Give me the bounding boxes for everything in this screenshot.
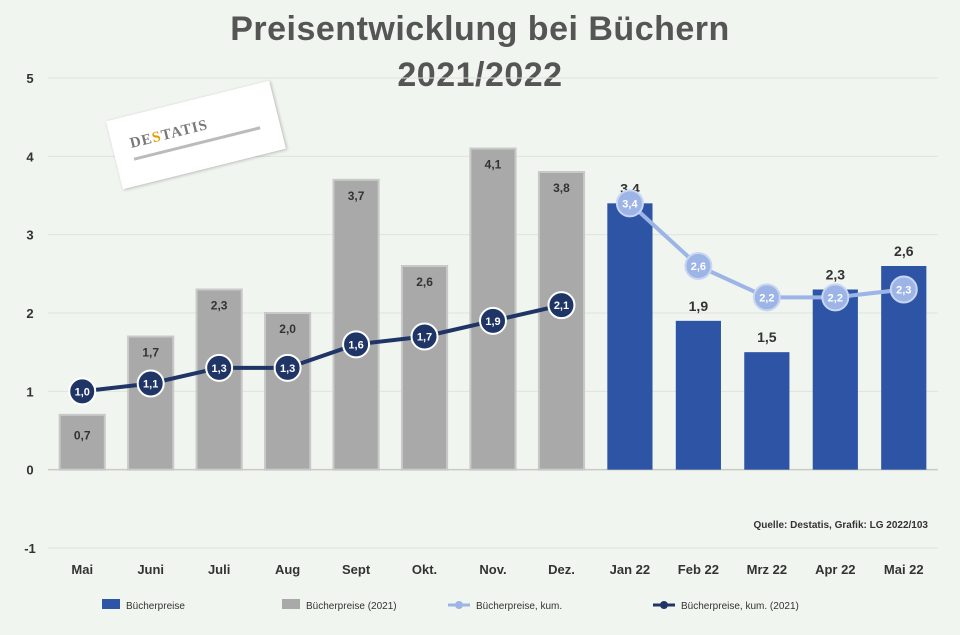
bar [332, 178, 380, 471]
y-tick-label: 1 [26, 384, 33, 399]
bar [744, 352, 790, 470]
x-tick-label: Mrz 22 [747, 562, 787, 577]
point-data-label: 1,9 [485, 316, 500, 328]
line-point [273, 353, 302, 382]
x-tick-label: Mai 22 [884, 562, 924, 577]
x-tick-label: Juni [137, 562, 164, 577]
point-data-label: 1,1 [143, 379, 158, 391]
x-tick-label: Nov. [479, 562, 506, 577]
line-point [684, 252, 713, 280]
y-tick-label: -1 [24, 541, 36, 556]
bar-data-label: 0,7 [74, 429, 91, 443]
y-tick-label: 2 [26, 306, 33, 321]
legend-marker [455, 601, 463, 609]
line-point [205, 353, 234, 382]
point-data-label: 2,3 [896, 285, 911, 297]
line-point [68, 377, 97, 406]
legend-label: Bücherpreise, kum. [476, 601, 562, 612]
line-point [410, 322, 439, 351]
line-point [752, 283, 781, 312]
line-point [547, 291, 576, 320]
y-tick-label: 3 [26, 228, 33, 243]
point-data-label: 2,2 [828, 292, 843, 304]
bar [400, 265, 449, 471]
bar-data-label: 2,0 [279, 322, 296, 336]
bar-data-label: 4,1 [485, 158, 502, 172]
y-tick-label: 5 [26, 71, 33, 86]
logo-wordmark: DESTATIS [128, 117, 210, 152]
bar [264, 312, 312, 471]
bar-data-label: 2,6 [894, 243, 914, 259]
point-data-label: 2,1 [554, 300, 569, 312]
bar [127, 335, 175, 471]
bar [58, 413, 106, 471]
legend-swatch [282, 599, 300, 609]
x-tick-label: Okt. [412, 562, 437, 577]
x-tick-label: Aug [275, 562, 300, 577]
line-point [821, 283, 850, 312]
legend-label: Bücherpreise (2021) [306, 601, 397, 612]
line-point [479, 306, 507, 335]
legend-swatch [102, 599, 120, 609]
bar-data-label: 2,3 [211, 299, 228, 313]
bar-data-label: 1,7 [142, 346, 159, 360]
bar-data-label: 3,7 [348, 189, 365, 203]
x-tick-label: Dez. [548, 562, 575, 577]
y-tick-label: 4 [26, 149, 34, 164]
point-data-label: 1,3 [280, 363, 295, 375]
point-data-label: 1,3 [212, 363, 227, 375]
bar [675, 320, 721, 470]
legend-marker [660, 601, 668, 609]
bar-data-label: 1,5 [757, 329, 777, 345]
bar-data-label: 3,8 [553, 181, 570, 195]
line-point [889, 275, 918, 304]
y-tick-label: 0 [26, 463, 33, 478]
x-tick-label: Sept [342, 562, 371, 577]
bar-data-label: 2,6 [416, 275, 433, 289]
x-tick-label: Feb 22 [678, 562, 719, 577]
series-line [628, 201, 904, 300]
x-tick-label: Juli [208, 562, 230, 577]
line-point [615, 189, 644, 218]
legend-label: Bücherpreise, kum. (2021) [681, 601, 799, 612]
bar [812, 289, 858, 470]
point-data-label: 1,0 [75, 386, 90, 398]
line-point [342, 330, 371, 359]
point-data-label: 2,6 [691, 261, 706, 273]
x-tick-label: Apr 22 [815, 562, 855, 577]
point-data-label: 1,7 [417, 332, 432, 344]
point-data-label: 3,4 [622, 198, 638, 210]
x-tick-label: Mai [71, 562, 93, 577]
source-note: Quelle: Destatis, Grafik: LG 2022/103 [753, 520, 928, 531]
point-data-label: 2,2 [759, 292, 774, 304]
chart-subtitle: 2021/2022 [397, 56, 563, 94]
bar [537, 171, 586, 471]
legend-label: Bücherpreise [126, 601, 185, 612]
x-tick-label: Jan 22 [610, 562, 650, 577]
bar-data-label: 2,3 [826, 267, 846, 283]
point-data-label: 1,6 [348, 339, 363, 351]
bar-data-label: 1,9 [689, 298, 709, 314]
chart-title: Preisentwicklung bei Büchern [230, 10, 730, 48]
line-point [136, 369, 165, 398]
bar [607, 203, 653, 470]
